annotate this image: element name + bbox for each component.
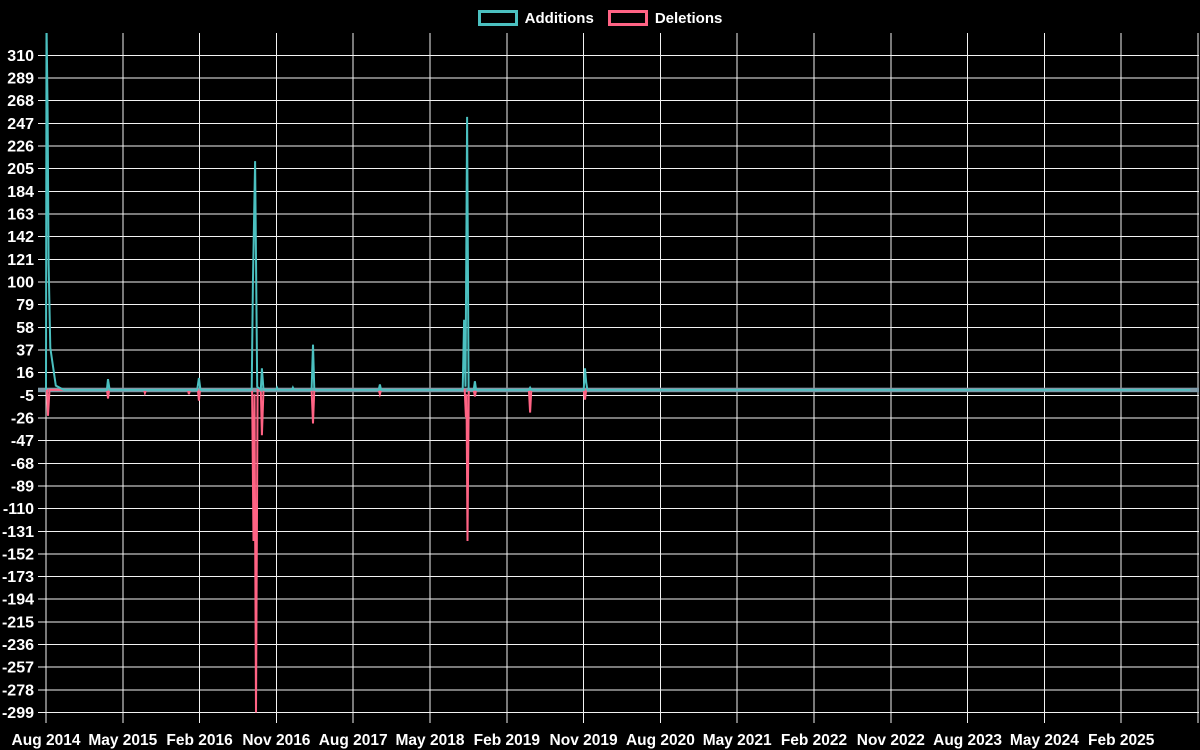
y-tick-label: -194 [2,592,34,609]
legend-item-additions[interactable]: Additions [477,9,594,27]
x-tick-label: Feb 2016 [166,732,233,749]
y-axis-labels: 310 289 268 247 226 205 184 163 142 121 100 79 58 37 1… [2,48,34,722]
y-tick-label: -299 [2,705,34,722]
y-tick-label: 142 [7,229,34,246]
y-tick-label: -89 [11,478,34,495]
y-tick-label: 100 [7,275,34,292]
y-tick-label: 268 [7,93,34,110]
x-tick-label: May 2021 [703,732,772,749]
y-tick-label: 226 [7,139,34,156]
y-tick-label: 184 [7,184,34,201]
x-tick-label: Nov 2019 [550,732,618,749]
x-tick-label: May 2024 [1010,732,1079,749]
y-tick-label: 121 [7,252,34,269]
x-tick-label: Feb 2022 [781,732,847,749]
chart-legend: Additions Deletions [0,6,1200,30]
y-tick-label: -110 [3,501,34,518]
deletions-line [46,388,1191,713]
y-tick-label: -47 [11,433,34,450]
y-tick-label: -26 [11,411,34,428]
x-tick-label: Nov 2016 [242,732,310,749]
legend-label-deletions: Deletions [654,9,723,27]
y-tick-label: -173 [2,569,34,586]
legend-item-deletions[interactable]: Deletions [607,9,723,27]
x-axis-labels: Aug 2014 May 2015 Feb 2016 Nov 2016 Aug 2017… [12,732,1155,749]
gridlines [38,33,1199,723]
y-tick-label: -278 [2,682,34,699]
x-tick-label: Aug 2014 [12,732,81,749]
x-tick-label: Feb 2025 [1088,732,1155,749]
x-tick-label: Feb 2019 [474,732,541,749]
deletions-swatch-icon [607,10,648,26]
y-tick-label: -68 [11,456,34,473]
additions-line [45,33,1191,393]
y-tick-label: 289 [7,71,34,88]
series-lines [45,33,1191,713]
y-tick-label: -131 [2,524,34,541]
y-tick-label: 310 [7,48,34,65]
x-tick-label: Aug 2020 [626,732,695,749]
y-tick-label: -236 [2,637,34,654]
y-tick-label: -215 [2,614,34,631]
x-tick-label: Aug 2023 [933,732,1002,749]
y-tick-label: -257 [2,660,34,677]
x-tick-label: Aug 2017 [319,732,388,749]
x-tick-label: Nov 2022 [857,732,925,749]
y-tick-label: -5 [20,388,34,405]
y-tick-label: 58 [16,320,34,337]
y-tick-label: 37 [16,343,34,360]
additions-swatch-icon [477,10,518,26]
y-tick-label: -152 [2,546,34,563]
legend-label-additions: Additions [524,9,594,27]
y-tick-label: 163 [7,207,34,224]
x-tick-label: May 2018 [396,732,465,749]
y-tick-label: 205 [7,161,34,178]
y-tick-label: 79 [16,297,34,314]
y-tick-label: 247 [7,116,34,133]
x-tick-label: May 2015 [88,732,157,749]
y-tick-label: 16 [16,365,34,382]
